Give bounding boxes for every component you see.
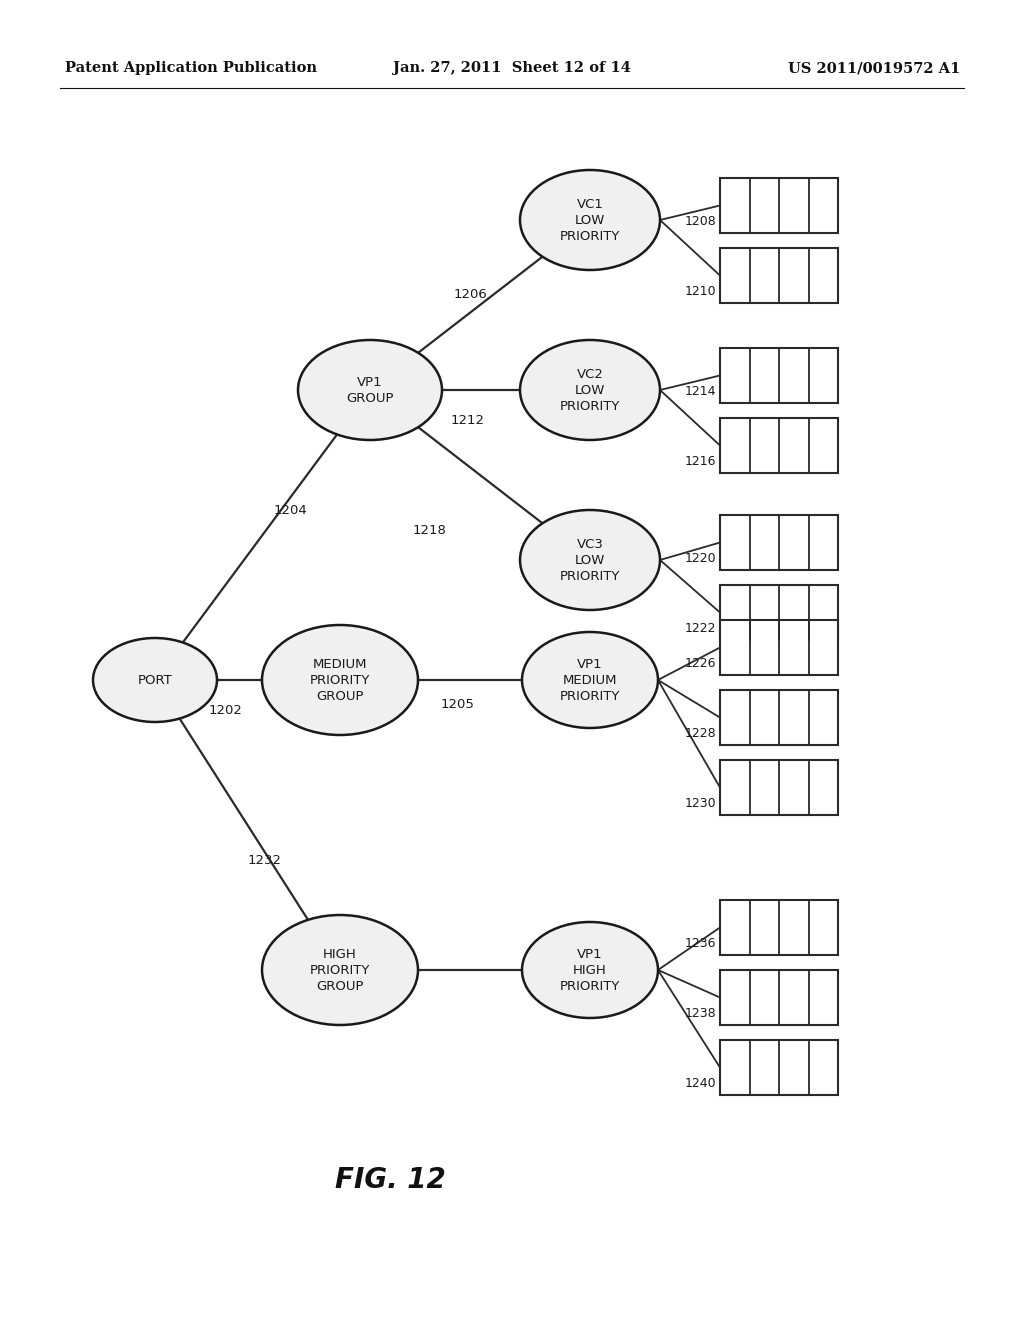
Text: MEDIUM
PRIORITY
GROUP: MEDIUM PRIORITY GROUP: [310, 657, 371, 702]
Ellipse shape: [520, 170, 660, 271]
Text: 1236: 1236: [684, 937, 716, 950]
Text: Patent Application Publication: Patent Application Publication: [65, 61, 317, 75]
Text: VP1
GROUP: VP1 GROUP: [346, 375, 394, 404]
Text: 1210: 1210: [684, 285, 716, 298]
Bar: [720, 1040, 838, 1096]
Text: VC1
LOW
PRIORITY: VC1 LOW PRIORITY: [560, 198, 621, 243]
Bar: [720, 760, 838, 814]
Text: 1214: 1214: [684, 385, 716, 399]
Bar: [720, 585, 838, 640]
Text: HIGH
PRIORITY
GROUP: HIGH PRIORITY GROUP: [310, 948, 371, 993]
Bar: [720, 178, 838, 234]
Ellipse shape: [93, 638, 217, 722]
Ellipse shape: [262, 915, 418, 1026]
Bar: [720, 970, 838, 1026]
Ellipse shape: [520, 510, 660, 610]
Text: 1212: 1212: [451, 413, 485, 426]
Text: 1216: 1216: [684, 455, 716, 469]
Text: 1232: 1232: [248, 854, 282, 866]
Text: 1204: 1204: [273, 503, 307, 516]
Text: FIG. 12: FIG. 12: [335, 1166, 445, 1195]
Text: 1226: 1226: [684, 657, 716, 671]
Text: PORT: PORT: [137, 673, 172, 686]
Text: 1238: 1238: [684, 1007, 716, 1020]
Text: 1240: 1240: [684, 1077, 716, 1090]
Bar: [720, 515, 838, 570]
Bar: [720, 690, 838, 744]
Bar: [720, 418, 838, 473]
Text: 1202: 1202: [208, 704, 242, 717]
Text: 1234: 1234: [541, 989, 574, 1002]
Ellipse shape: [520, 341, 660, 440]
Text: 1206: 1206: [454, 289, 486, 301]
Bar: [720, 348, 838, 403]
Text: VP1
MEDIUM
PRIORITY: VP1 MEDIUM PRIORITY: [560, 657, 621, 702]
Text: VC2
LOW
PRIORITY: VC2 LOW PRIORITY: [560, 367, 621, 412]
Text: US 2011/0019572 A1: US 2011/0019572 A1: [787, 61, 961, 75]
Text: 1230: 1230: [684, 797, 716, 810]
Ellipse shape: [262, 624, 418, 735]
Text: VP1
HIGH
PRIORITY: VP1 HIGH PRIORITY: [560, 948, 621, 993]
Text: VC3
LOW
PRIORITY: VC3 LOW PRIORITY: [560, 537, 621, 582]
Ellipse shape: [522, 921, 658, 1018]
Bar: [720, 248, 838, 304]
Text: Jan. 27, 2011  Sheet 12 of 14: Jan. 27, 2011 Sheet 12 of 14: [393, 61, 631, 75]
Text: 1218: 1218: [413, 524, 446, 536]
Text: 1205: 1205: [441, 698, 475, 711]
Ellipse shape: [298, 341, 442, 440]
Text: 1220: 1220: [684, 552, 716, 565]
Text: 1208: 1208: [684, 215, 716, 228]
Bar: [720, 900, 838, 954]
Ellipse shape: [522, 632, 658, 729]
Text: 1228: 1228: [684, 727, 716, 741]
Text: 1222: 1222: [684, 622, 716, 635]
Bar: [720, 620, 838, 675]
